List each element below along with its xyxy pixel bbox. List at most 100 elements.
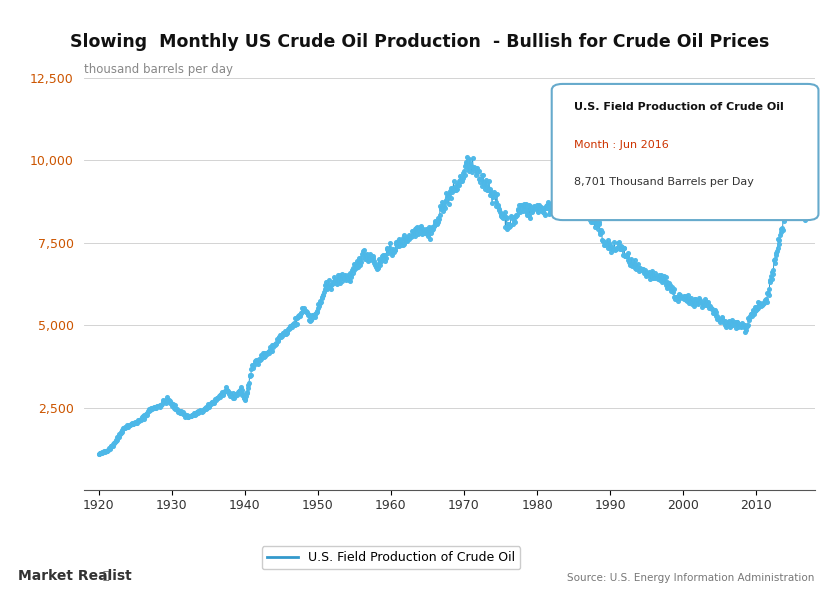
Point	[255, 354, 268, 364]
Point	[550, 196, 564, 205]
Text: Month : Jun 2016: Month : Jun 2016	[574, 140, 669, 150]
Point	[295, 308, 308, 318]
Point	[414, 226, 428, 236]
Point	[395, 237, 408, 247]
Point	[433, 210, 446, 219]
Point	[717, 317, 730, 327]
Point	[302, 311, 316, 321]
Point	[670, 293, 684, 303]
Point	[497, 212, 511, 222]
Point	[432, 213, 445, 223]
Point	[308, 312, 322, 322]
Point	[612, 243, 626, 253]
Point	[617, 250, 630, 260]
Point	[753, 300, 767, 309]
Point	[234, 382, 248, 392]
Point	[152, 401, 165, 410]
Point	[372, 254, 386, 264]
Point	[360, 249, 373, 258]
Point	[437, 202, 450, 211]
Point	[581, 212, 595, 222]
Point	[182, 411, 196, 420]
Point	[380, 245, 393, 254]
Point	[497, 210, 511, 220]
Point	[779, 202, 792, 212]
Point	[511, 205, 524, 215]
Point	[582, 213, 596, 223]
Point	[418, 228, 432, 238]
Point	[120, 422, 134, 432]
Point	[550, 203, 564, 212]
Point	[522, 203, 535, 213]
Point	[415, 229, 428, 239]
Point	[176, 410, 190, 419]
Point	[446, 187, 459, 197]
Point	[701, 297, 714, 307]
Point	[426, 224, 439, 234]
Point	[615, 242, 628, 251]
Point	[272, 332, 286, 341]
Text: Source: U.S. Energy Information Administration: Source: U.S. Energy Information Administ…	[568, 573, 815, 583]
Point	[725, 317, 738, 327]
Point	[184, 411, 197, 420]
Point	[386, 250, 399, 260]
Point	[355, 252, 369, 261]
Point	[710, 307, 723, 316]
Point	[279, 329, 292, 339]
Point	[538, 204, 551, 213]
Point	[687, 301, 701, 311]
Point	[617, 243, 630, 252]
Point	[644, 270, 658, 279]
Point	[236, 390, 249, 399]
Point	[330, 274, 344, 284]
Point	[224, 390, 238, 400]
Point	[225, 391, 239, 401]
Point	[205, 398, 218, 407]
Point	[506, 213, 519, 223]
Point	[557, 192, 570, 202]
Point	[721, 318, 734, 327]
Point	[268, 341, 281, 350]
Point	[675, 292, 688, 302]
Point	[703, 304, 717, 313]
Point	[274, 330, 287, 340]
Point	[390, 239, 403, 248]
Point	[600, 238, 613, 248]
Point	[627, 258, 641, 267]
Point	[230, 390, 244, 399]
Point	[596, 236, 610, 246]
Point	[315, 292, 328, 302]
Point	[711, 315, 725, 325]
Point	[612, 238, 625, 248]
Point	[439, 188, 453, 198]
Point	[654, 274, 668, 284]
Point	[402, 234, 415, 244]
Point	[554, 201, 567, 210]
Point	[546, 204, 559, 213]
Point	[534, 203, 548, 213]
Point	[362, 255, 375, 264]
Point	[358, 245, 371, 255]
Point	[522, 200, 536, 210]
Point	[138, 411, 151, 420]
Point	[659, 271, 672, 281]
Point	[736, 320, 749, 329]
Point	[422, 226, 435, 236]
Point	[785, 185, 798, 194]
Point	[94, 448, 108, 458]
Point	[424, 228, 438, 237]
Point	[352, 257, 365, 266]
Point	[161, 395, 175, 405]
Point	[229, 389, 243, 399]
Point	[537, 208, 550, 218]
Point	[304, 314, 318, 324]
Point	[453, 175, 466, 185]
Point	[559, 188, 572, 197]
Point	[412, 223, 426, 233]
Text: U.S. Field Production of Crude Oil: U.S. Field Production of Crude Oil	[574, 102, 784, 112]
Point	[119, 422, 133, 432]
Point	[468, 162, 481, 172]
Point	[713, 315, 727, 324]
Point	[738, 320, 752, 329]
Point	[709, 312, 722, 321]
